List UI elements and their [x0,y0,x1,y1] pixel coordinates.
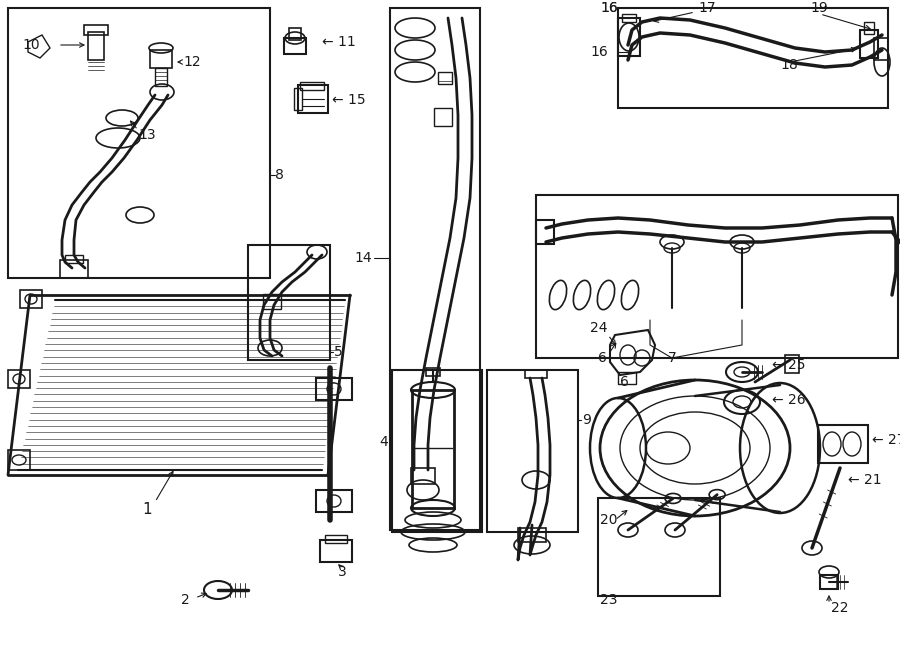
Bar [65,255,83,263]
Bar [525,370,547,378]
Bar [88,32,104,60]
Text: 16: 16 [600,1,618,15]
Text: ← 15: ← 15 [332,93,365,107]
Bar [300,82,324,90]
Text: 24: 24 [590,321,608,335]
Text: 17: 17 [698,1,716,15]
Bar [818,425,868,463]
Bar [60,260,88,278]
Bar [392,370,482,532]
Bar [487,370,578,532]
Bar [598,498,720,596]
Text: ← 25: ← 25 [772,358,806,372]
Text: 5: 5 [334,345,343,359]
Text: 1: 1 [142,502,151,518]
Text: 18: 18 [780,58,797,72]
Bar [622,14,636,22]
Bar [316,490,352,512]
Text: ← 26: ← 26 [772,393,806,407]
Ellipse shape [730,235,754,249]
Text: 23: 23 [600,593,617,607]
Text: 12: 12 [183,55,201,69]
Bar [320,540,352,562]
Bar [785,355,799,373]
Bar [8,370,30,388]
Bar [248,245,330,360]
Text: 22: 22 [832,601,849,615]
Text: ← 11: ← 11 [322,35,356,49]
Bar [820,575,838,589]
Text: 10: 10 [22,38,40,52]
Bar [434,108,452,126]
Bar [618,8,888,108]
Text: 4: 4 [379,435,388,449]
Bar [294,88,302,110]
Text: ← 21: ← 21 [848,473,882,487]
Bar [618,18,640,56]
Bar [325,535,347,543]
Bar [536,195,898,358]
Text: 13: 13 [138,128,156,142]
Bar [8,8,270,278]
Bar [518,528,546,542]
Bar [263,294,281,309]
Bar [289,28,301,40]
Text: 19: 19 [810,1,828,15]
Text: ← 27: ← 27 [872,433,900,447]
Text: 7: 7 [668,351,677,365]
Bar [438,72,452,84]
Bar [155,68,167,86]
Bar [150,50,172,68]
Bar [860,30,878,58]
Bar [298,85,328,113]
Bar [84,25,108,35]
Bar [316,378,352,400]
Text: 3: 3 [338,565,346,579]
Text: 2: 2 [181,593,190,607]
Bar [412,390,454,508]
Bar [864,22,874,34]
Bar [411,468,435,484]
Text: 6: 6 [620,375,629,389]
Text: 8: 8 [275,168,284,182]
Text: 6: 6 [598,351,607,365]
Bar [390,8,480,530]
Bar [284,38,306,54]
Text: 20: 20 [600,513,617,527]
Bar [426,368,440,376]
Bar [8,450,30,470]
Bar [536,220,554,244]
Text: 14: 14 [355,251,372,265]
Bar [20,290,42,308]
Text: 16: 16 [590,45,608,59]
Bar [874,38,888,60]
Text: 16: 16 [600,1,618,15]
Ellipse shape [660,235,684,249]
Bar [618,372,636,384]
Text: 9: 9 [582,413,591,427]
